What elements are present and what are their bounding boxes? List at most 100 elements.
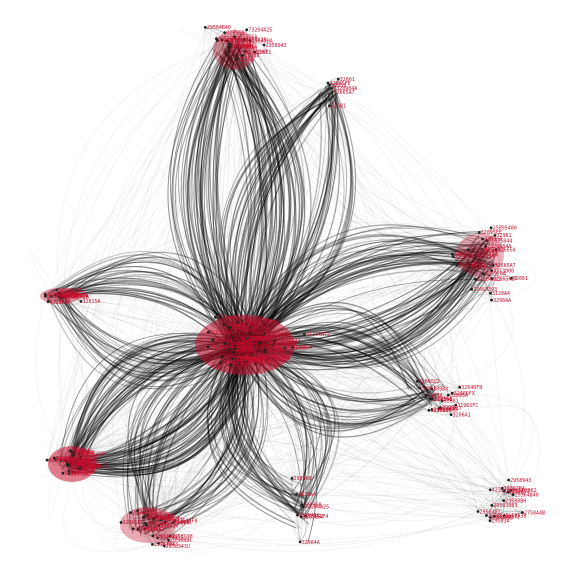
edge — [246, 360, 495, 518]
edge — [145, 515, 156, 545]
graph-node — [488, 488, 492, 492]
node-label: 7320A1C — [232, 363, 253, 369]
graph-node — [258, 341, 261, 345]
edge — [225, 86, 330, 351]
edge — [63, 464, 153, 552]
node-label: 3196SFC — [123, 520, 144, 526]
node-label: 29580BH — [505, 498, 526, 504]
edge — [432, 409, 501, 521]
edge — [490, 293, 525, 501]
edge — [158, 525, 165, 547]
edge — [502, 485, 514, 495]
edge — [70, 338, 250, 469]
graph-node — [53, 293, 57, 296]
edge — [469, 246, 486, 267]
edge — [452, 387, 462, 397]
graph-node — [248, 39, 252, 42]
node-label: 29583A — [160, 523, 178, 529]
edge — [160, 393, 431, 520]
graph-node — [59, 459, 63, 462]
graph-node — [144, 514, 148, 518]
edge — [48, 266, 235, 340]
edge — [70, 348, 232, 473]
node-label: 31635844 — [277, 339, 301, 345]
graph-node — [268, 355, 271, 359]
edge — [431, 249, 514, 390]
edge — [222, 39, 245, 44]
edge — [201, 41, 245, 346]
edge — [153, 476, 504, 519]
edge — [236, 59, 267, 345]
node-label: 29564B1 — [480, 509, 501, 515]
edge — [157, 58, 247, 539]
edge — [329, 105, 514, 495]
node-label: 73204A25 — [248, 28, 272, 34]
graph-node — [233, 35, 237, 38]
edge — [54, 84, 331, 460]
edge — [235, 359, 495, 517]
graph-node — [234, 357, 237, 361]
graph-node — [336, 77, 340, 81]
edge — [233, 88, 332, 348]
node-label: 3296A47 — [441, 406, 462, 412]
node-label: 34104A72 — [306, 332, 330, 338]
graph-node — [157, 524, 161, 527]
graph-node — [213, 315, 217, 319]
edge — [263, 44, 432, 390]
node-label: 32665393 — [58, 288, 82, 294]
node-label: 29563BA — [237, 357, 258, 363]
node-label: 32952 — [76, 458, 91, 464]
edge — [216, 38, 250, 339]
node-label: 7320A1C — [299, 513, 320, 519]
graph-node — [229, 326, 233, 329]
edge — [226, 41, 252, 349]
edge — [327, 82, 492, 271]
graph-node — [203, 26, 207, 29]
edge — [327, 82, 512, 279]
edge — [70, 398, 433, 453]
node-label: 29563062 — [150, 512, 174, 518]
node-label: 32958 — [470, 261, 485, 267]
edge — [483, 273, 495, 294]
edge — [161, 238, 483, 521]
edge — [474, 227, 492, 257]
edge — [46, 358, 235, 461]
node-label: 31629495 — [159, 536, 183, 542]
node-label: 3206A1 — [83, 464, 101, 470]
node-label: 2958943U — [506, 489, 530, 495]
edge — [168, 471, 491, 541]
graph-node — [240, 354, 244, 357]
node-label: 32665A8 — [74, 450, 95, 456]
edge — [243, 83, 352, 343]
edge — [305, 395, 427, 517]
node-label: 32640F8 — [461, 385, 482, 391]
edge — [69, 358, 233, 465]
edge — [410, 264, 458, 408]
edge — [244, 29, 247, 52]
edge — [62, 295, 509, 481]
node-label: 32961 — [231, 347, 246, 353]
edge — [218, 53, 250, 340]
edge — [202, 27, 230, 345]
graph-node — [61, 471, 65, 475]
node-label: 32665A — [498, 247, 516, 253]
edge — [128, 510, 138, 529]
edge — [172, 39, 269, 523]
edge — [188, 40, 246, 341]
edge — [148, 514, 159, 538]
node-label: 29563BA — [149, 523, 170, 529]
edge — [297, 515, 301, 543]
edge — [169, 398, 431, 537]
edge — [228, 40, 273, 346]
node-label: 73204A25 — [254, 354, 278, 360]
edge — [65, 295, 298, 516]
edge — [160, 238, 483, 520]
edge — [217, 40, 228, 46]
node-label: 25895480 — [252, 331, 276, 337]
edge — [147, 88, 332, 515]
graph-node — [489, 516, 492, 519]
graph-node — [167, 539, 170, 542]
edge — [219, 38, 267, 349]
graph-node — [84, 464, 88, 468]
node-label: 25895480 — [64, 293, 88, 299]
